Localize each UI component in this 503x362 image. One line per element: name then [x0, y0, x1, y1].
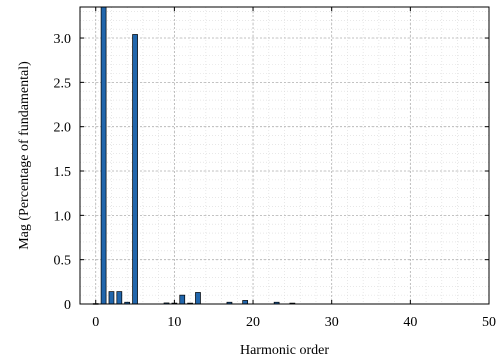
x-tick-label: 30 — [325, 315, 339, 330]
y-tick-label: 2.0 — [54, 121, 72, 136]
bar-harmonic-11 — [179, 294, 186, 305]
x-tick-label: 50 — [482, 315, 496, 330]
y-tick-label: 1.0 — [54, 209, 72, 224]
ticks: 0 10 20 30 40 50 0 0.5 1.0 1.5 2.0 2.5 3.0 — [54, 7, 496, 330]
bar-harmonic-19 — [242, 300, 249, 305]
y-tick-label: 0 — [64, 298, 71, 313]
bar-harmonic-2 — [108, 291, 115, 305]
plot-frame — [79, 6, 490, 305]
x-axis-label: Harmonic order — [240, 343, 329, 358]
x-tick-label: 40 — [403, 315, 417, 330]
y-tick-label: 1.5 — [54, 165, 72, 180]
bar-harmonic-13 — [195, 292, 201, 305]
bar-harmonic-5 — [132, 34, 138, 305]
x-tick-label: 20 — [246, 315, 260, 330]
x-tick-label: 0 — [92, 315, 99, 330]
bar-harmonic-1 — [100, 6, 107, 305]
y-axis-label: Mag (Percentage of fundamental) — [17, 61, 32, 250]
y-tick-label: 2.5 — [54, 76, 72, 91]
y-tick-label: 3.0 — [54, 32, 72, 47]
y-tick-label: 0.5 — [54, 254, 72, 269]
grid — [79, 7, 490, 305]
x-tick-label: 10 — [167, 315, 181, 330]
bar-harmonic-3 — [116, 291, 123, 305]
